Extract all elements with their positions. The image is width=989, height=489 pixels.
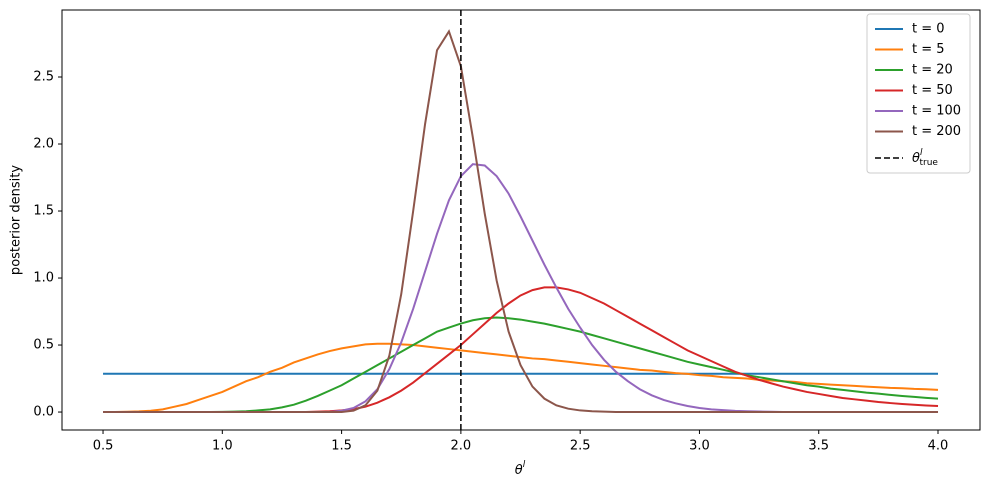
x-label-symbol: θ — [515, 463, 523, 478]
series-line — [103, 342, 939, 414]
legend-box — [866, 13, 971, 174]
x-axis-label: θl — [515, 460, 526, 478]
series-line — [103, 163, 939, 414]
y-tick-label: 2.5 — [33, 70, 54, 85]
legend-sup: l — [920, 148, 923, 158]
x-tick-label: 2.0 — [451, 439, 472, 454]
x-tick-label: 3.0 — [689, 439, 710, 454]
x-tick-label: 1.0 — [212, 439, 233, 454]
legend-symbol: θ — [912, 151, 920, 166]
y-tick-label: 1.5 — [33, 204, 54, 219]
legend-label: t = 100 — [912, 104, 961, 119]
y-tick-label: 1.0 — [33, 271, 54, 286]
x-label-sup: l — [523, 460, 526, 470]
x-tick-label: 4.0 — [928, 439, 949, 454]
x-tick-label: 1.5 — [331, 439, 352, 454]
legend-label: θl true — [912, 148, 938, 168]
legend-label: t = 20 — [912, 63, 953, 78]
legend-label: t = 5 — [912, 42, 945, 57]
series-line — [103, 29, 939, 414]
y-tick-label: 0.5 — [33, 338, 54, 353]
y-tick-label: 0.0 — [33, 405, 54, 420]
legend-label: t = 0 — [912, 22, 945, 37]
y-axis-label: posterior density — [9, 165, 24, 275]
x-tick-label: 2.5 — [570, 439, 591, 454]
x-tick-label: 0.5 — [93, 439, 114, 454]
legend-sub: true — [919, 158, 938, 168]
y-tick-label: 2.0 — [33, 137, 54, 152]
plot-frame — [61, 9, 981, 431]
legend-label: t = 50 — [912, 83, 953, 98]
series-line — [103, 286, 939, 414]
legend-label: t = 200 — [912, 124, 961, 139]
x-tick-label: 3.5 — [808, 439, 829, 454]
